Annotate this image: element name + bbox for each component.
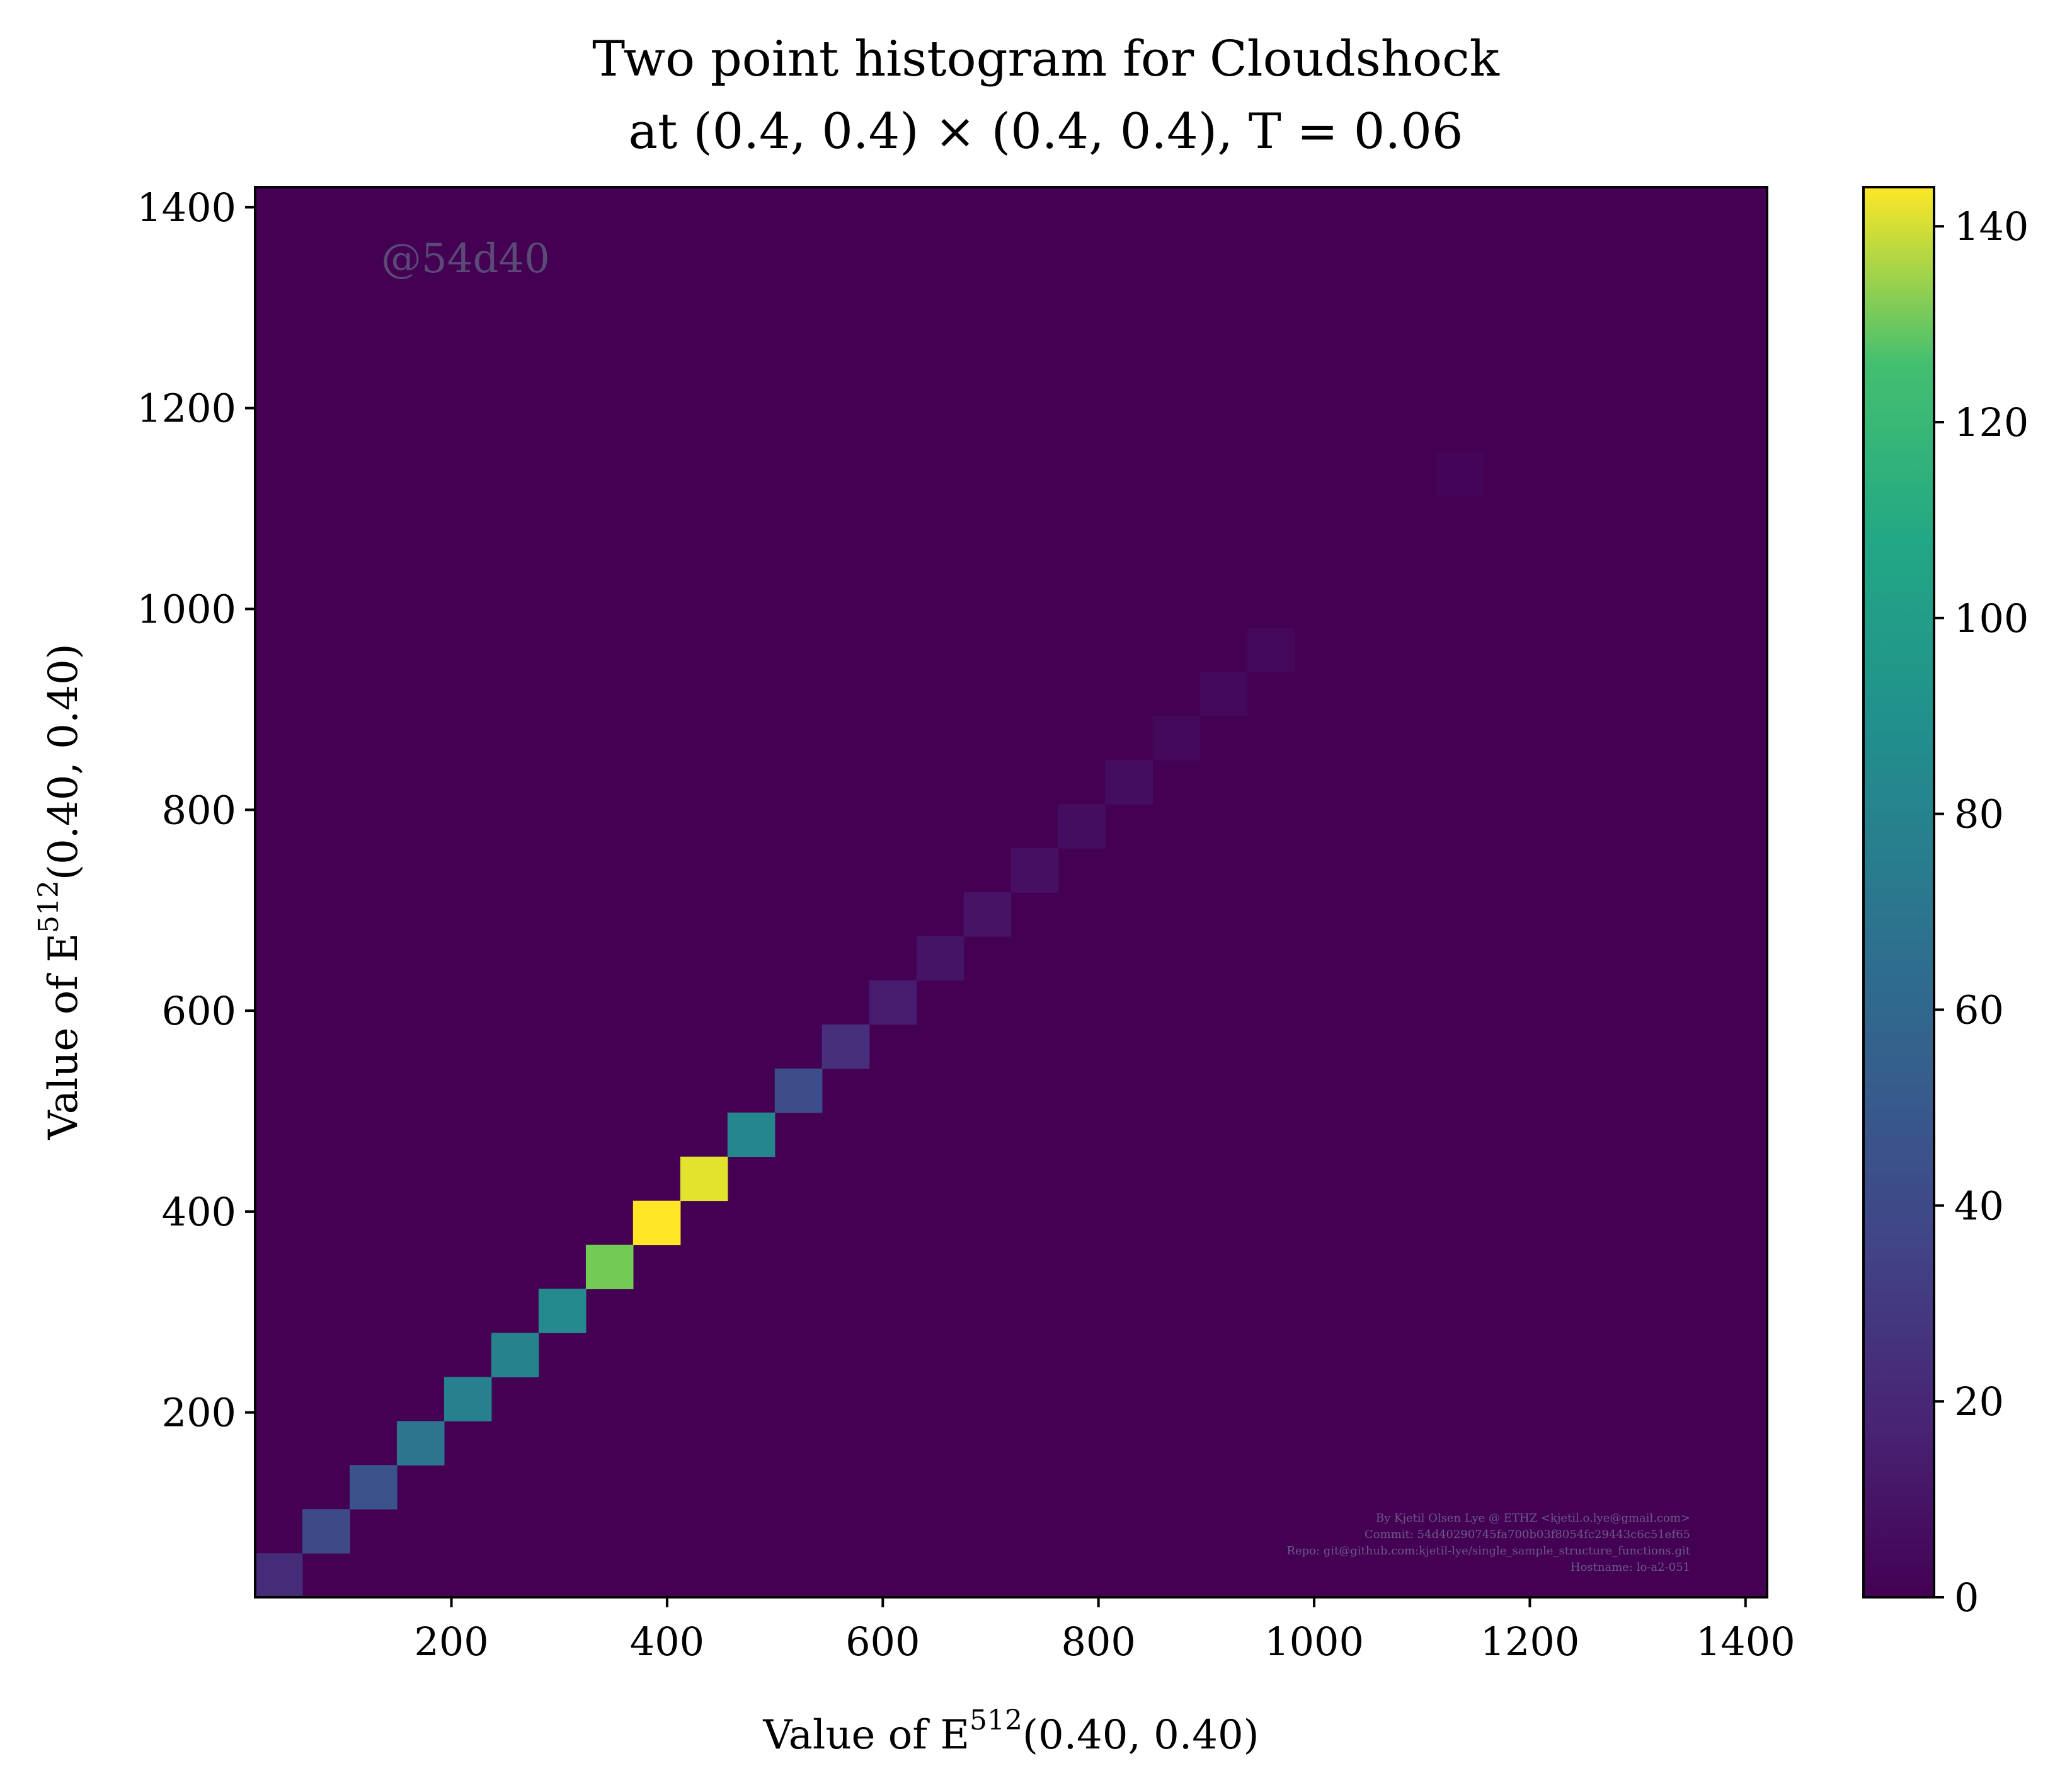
heatmap-cell-18 — [1105, 760, 1153, 805]
footer-line-commit: Commit: 54d40290745fa700b03f8054fc29443c… — [1365, 1528, 1690, 1541]
y-axis-label-main: Value of E — [40, 933, 87, 1140]
heatmap-cell-11 — [774, 1068, 823, 1113]
colorbar-tick-label-120: 120 — [1954, 399, 2029, 445]
colorbar-tick-label-80: 80 — [1954, 791, 2004, 837]
y-tick-label-1000: 1000 — [137, 586, 236, 632]
x-tick-label-400: 400 — [630, 1619, 704, 1665]
x-tick-label-800: 800 — [1061, 1619, 1135, 1665]
x-axis-ticks: 200 400 600 800 1000 1200 1400 — [414, 1597, 1795, 1665]
y-tick-label-800: 800 — [162, 787, 236, 833]
heatmap-cell-0 — [255, 1553, 303, 1598]
colorbar-tick-label-60: 60 — [1954, 987, 2004, 1033]
heatmap-cell-10 — [727, 1112, 776, 1157]
y-axis-label-tail: (0.40, 0.40) — [40, 643, 87, 880]
y-tick-label-1200: 1200 — [137, 386, 236, 432]
heatmap-cell-12 — [821, 1024, 870, 1069]
colorbar-tick-label-40: 40 — [1954, 1183, 2004, 1229]
colorbar-tick-label-140: 140 — [1954, 204, 2029, 250]
footer-line-hostname: Hostname: lo-a2-051 — [1571, 1561, 1690, 1574]
x-tick-label-200: 200 — [414, 1619, 488, 1665]
chart-title-line1: Two point histogram for Cloudshock — [592, 31, 1500, 88]
x-tick-label-1400: 1400 — [1696, 1619, 1795, 1665]
heatmap-cell-16 — [1010, 848, 1059, 893]
y-axis-label: Value of E512(0.40, 0.40) — [33, 643, 87, 1140]
heatmap-cell-1 — [302, 1509, 350, 1554]
footer-line-repo: Repo: git@github.com:kjetil-lye/single_s… — [1286, 1544, 1690, 1558]
heatmap-cell-21 — [1247, 628, 1295, 672]
heatmap-cell-6 — [538, 1289, 587, 1333]
commit-stamp: @54d40 — [381, 236, 550, 282]
colorbar-tick-label-20: 20 — [1954, 1379, 2004, 1425]
y-tick-label-200: 200 — [162, 1390, 236, 1436]
y-tick-label-600: 600 — [162, 988, 236, 1034]
x-axis-label-main: Value of E — [762, 1712, 970, 1759]
heatmap-cell-17 — [1058, 804, 1106, 849]
heatmap-cell-3 — [396, 1421, 445, 1466]
heatmap-cell-19 — [1152, 716, 1201, 760]
plot-frame — [254, 186, 1768, 1598]
heatmap-cells — [255, 451, 1484, 1598]
x-tick-label-1200: 1200 — [1480, 1619, 1579, 1665]
x-axis-label-superscript: 512 — [970, 1704, 1022, 1736]
colorbar-tick-label-0: 0 — [1954, 1575, 1979, 1621]
footer-line-author: By Kjetil Olsen Lye @ ETHZ <kjetil.o.lye… — [1376, 1512, 1690, 1525]
y-axis-label-superscript: 512 — [33, 880, 65, 933]
heatmap-cell-9 — [680, 1156, 728, 1202]
y-tick-label-400: 400 — [162, 1189, 236, 1235]
heatmap-cell-22 — [1436, 451, 1484, 496]
heatmap-cell-8 — [632, 1200, 681, 1246]
heatmap-cell-2 — [350, 1465, 398, 1510]
heatmap-cell-5 — [491, 1333, 539, 1377]
colorbar-tick-label-100: 100 — [1954, 595, 2029, 641]
colorbar-gradient — [1863, 187, 1934, 1597]
y-axis-ticks: 200 400 600 800 1000 1200 1400 — [137, 185, 255, 1436]
heatmap-cell-13 — [869, 980, 917, 1025]
heatmap-cell-7 — [585, 1244, 634, 1290]
colorbar-frame — [1862, 186, 1935, 1598]
x-tick-label-600: 600 — [845, 1619, 920, 1665]
heatmap-cell-14 — [916, 936, 964, 981]
x-tick-label-1000: 1000 — [1264, 1619, 1364, 1665]
y-tick-label-1400: 1400 — [137, 185, 236, 231]
colorbar-ticks: 0 20 40 60 80 100 120 140 — [1934, 204, 2029, 1621]
x-axis-label-tail: (0.40, 0.40) — [1022, 1712, 1259, 1759]
x-axis-label: Value of E512(0.40, 0.40) — [762, 1704, 1259, 1759]
heatmap-cell-15 — [963, 892, 1012, 937]
heatmap-cell-4 — [444, 1377, 492, 1421]
chart-title-line2: at (0.4, 0.4) × (0.4, 0.4), T = 0.06 — [629, 103, 1463, 160]
heatmap-cell-20 — [1199, 672, 1248, 716]
